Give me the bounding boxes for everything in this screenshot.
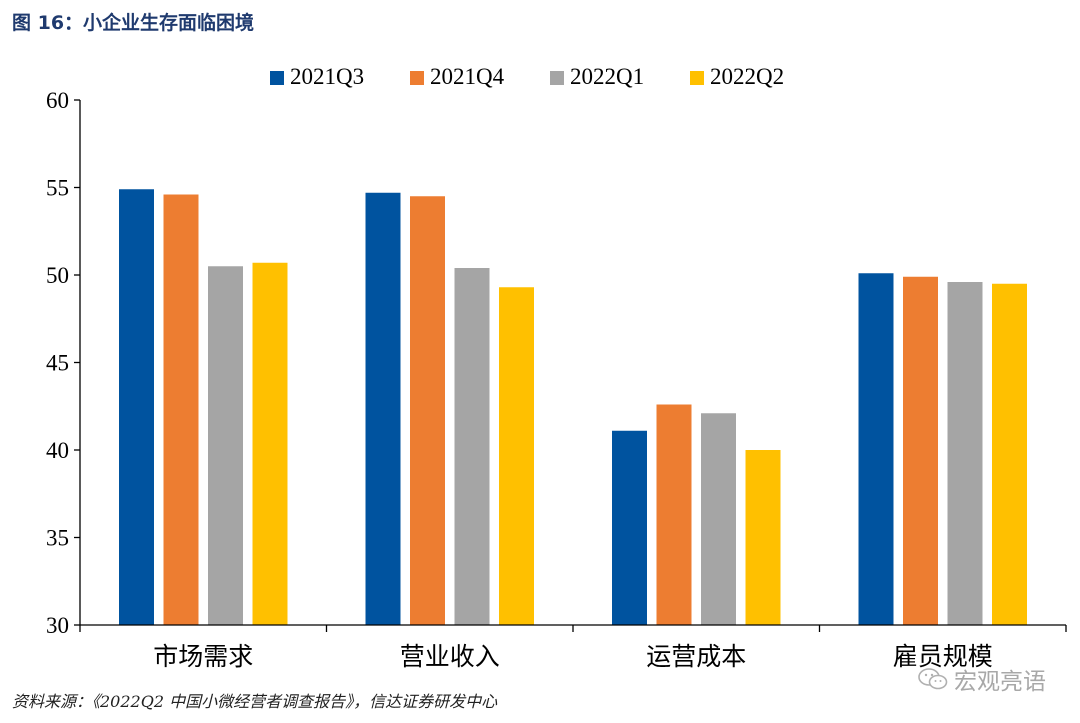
bar xyxy=(365,192,401,625)
legend-swatch xyxy=(270,71,284,85)
x-category-label: 运营成本 xyxy=(646,642,746,671)
bar xyxy=(903,276,938,625)
chart-legend: 2021Q3 2021Q4 2022Q1 2022Q2 xyxy=(270,64,784,89)
wechat-icon xyxy=(918,668,948,690)
x-axis: 市场需求 营业收入 运营成本 雇员规模 xyxy=(79,624,1067,671)
figure-title: 图 16：小企业生存面临困境 xyxy=(12,12,255,34)
y-tick-label: 30 xyxy=(46,613,69,638)
legend-swatch xyxy=(690,71,704,85)
legend-label: 2021Q4 xyxy=(430,64,505,89)
bar xyxy=(454,268,490,625)
y-tick-label: 50 xyxy=(46,263,69,288)
y-tick-label: 45 xyxy=(46,351,69,376)
y-tick-label: 40 xyxy=(46,438,69,463)
x-category-label: 市场需求 xyxy=(153,642,253,671)
bar xyxy=(163,194,199,625)
legend-label: 2021Q3 xyxy=(290,64,364,89)
legend-label: 2022Q1 xyxy=(570,64,644,89)
bar xyxy=(947,282,983,625)
bar xyxy=(858,273,894,625)
x-category-label: 营业收入 xyxy=(400,642,500,671)
bar xyxy=(252,262,288,625)
watermark: 宏观亮语 xyxy=(918,662,1046,696)
legend-swatch xyxy=(410,71,424,85)
bar xyxy=(119,189,154,625)
source-note: 资料来源：《2022Q2 中国小微经营者调查报告》，信达证券研发中心 xyxy=(12,692,498,711)
bar xyxy=(745,450,781,625)
bar xyxy=(208,266,243,625)
y-tick-label: 35 xyxy=(46,526,69,551)
y-tick-label: 60 xyxy=(46,88,69,113)
bar xyxy=(612,430,647,625)
x-category-label: 雇员规模 xyxy=(893,642,993,671)
bar xyxy=(992,283,1027,625)
y-axis: 30 35 40 45 50 55 60 xyxy=(46,88,81,638)
legend-label: 2022Q2 xyxy=(710,64,784,89)
bar xyxy=(656,404,692,625)
legend-swatch xyxy=(550,71,564,85)
bar xyxy=(701,413,736,625)
watermark-text: 宏观亮语 xyxy=(954,669,1046,695)
y-tick-label: 55 xyxy=(46,176,69,201)
bar xyxy=(499,287,534,625)
bar xyxy=(410,196,445,625)
chart-bars xyxy=(119,189,1027,625)
